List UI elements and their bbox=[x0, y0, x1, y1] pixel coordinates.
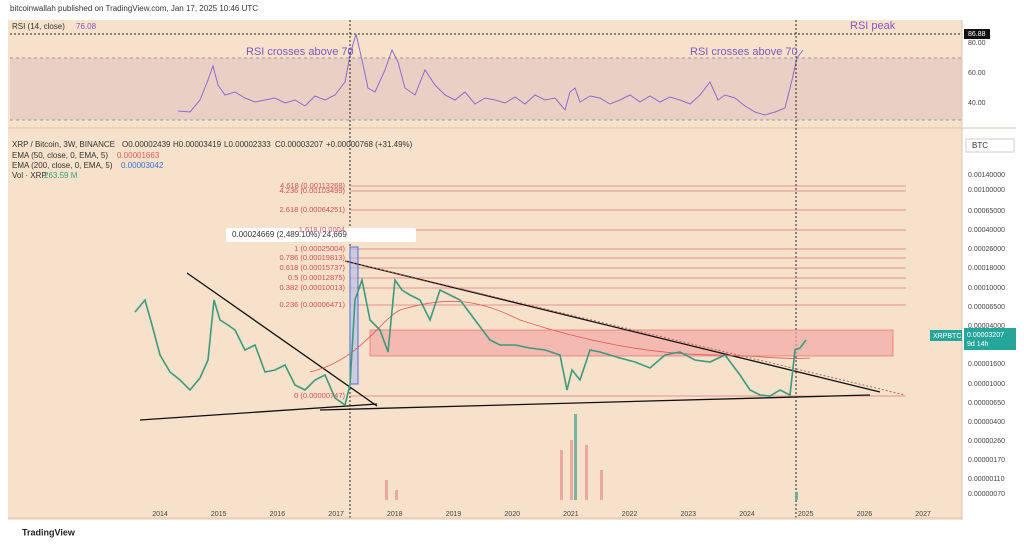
price-axis-label: 0.00001600 bbox=[968, 361, 1005, 368]
price-axis-label: 0.00040000 bbox=[968, 227, 1005, 234]
volume-bar bbox=[795, 492, 798, 500]
year-label: 2022 bbox=[622, 511, 638, 518]
tooltip: 0.00024669 (2,489.10%) 24,669 bbox=[232, 230, 347, 239]
year-label: 2023 bbox=[681, 511, 697, 518]
price-axis-label: 0.00140000 bbox=[968, 172, 1005, 179]
price-sketch bbox=[134, 276, 807, 407]
fib-label: 0.236 (0.00006471) bbox=[280, 300, 346, 309]
annotation: RSI crosses above 70 bbox=[690, 46, 798, 58]
ema-line bbox=[309, 300, 811, 373]
vol-value: 263.59 M bbox=[44, 171, 78, 180]
year-label: 2017 bbox=[328, 511, 344, 518]
year-label: 2015 bbox=[211, 511, 227, 518]
price-axis-label: 0.00000110 bbox=[968, 476, 1005, 483]
annotation: RSI crosses above 70 bbox=[246, 46, 354, 58]
price-axis-label: 0.00000260 bbox=[968, 438, 1005, 445]
currency-box bbox=[965, 138, 1015, 153]
open: O0.00002439 bbox=[122, 140, 171, 149]
price-axis-label: 0.00001000 bbox=[968, 381, 1005, 388]
currency: BTC bbox=[972, 141, 988, 150]
rsi-axis-label: 86.88 bbox=[968, 31, 986, 38]
price-axis-label: 0.00026000 bbox=[968, 246, 1005, 253]
price-axis-label: 0.00010000 bbox=[968, 285, 1005, 292]
price-axis-label: 0.00000400 bbox=[968, 419, 1005, 426]
year-label: 2027 bbox=[915, 511, 931, 518]
price-axis-label: 0.00065000 bbox=[968, 208, 1005, 215]
rsi-value: 76.08 bbox=[76, 22, 97, 31]
annotation: RSI peak bbox=[850, 20, 896, 32]
volume-bar bbox=[600, 470, 603, 500]
volume-bar bbox=[395, 490, 398, 500]
year-label: 2026 bbox=[857, 511, 873, 518]
vol-label: Vol · XRP bbox=[12, 171, 47, 180]
rsi-axis-label: 80.00 bbox=[968, 40, 986, 47]
trend-line bbox=[139, 403, 378, 421]
footer-brand: TradingView bbox=[22, 527, 76, 537]
year-label: 2021 bbox=[563, 511, 579, 518]
rsi-legend: RSI (14, close) bbox=[12, 22, 65, 31]
price-axis-label: 0.00000650 bbox=[968, 400, 1005, 407]
tag-time: 9d 14h bbox=[967, 341, 989, 348]
change: +0.00000768 (+31.49%) bbox=[326, 140, 413, 149]
fib-label: 0.382 (0.00010013) bbox=[280, 283, 346, 292]
fib-label: 0.786 (0.00019813) bbox=[280, 253, 346, 262]
volume-bar bbox=[385, 480, 388, 500]
volume-bar bbox=[570, 440, 573, 500]
year-label: 2024 bbox=[739, 511, 755, 518]
volume-bar bbox=[560, 450, 563, 500]
price-axis-label: 0.00000070 bbox=[968, 491, 1005, 498]
symbol: XRP / Bitcoin, 3W, BINANCE bbox=[12, 140, 115, 149]
rsi-axis-label: 60.00 bbox=[968, 70, 986, 77]
rsi-tag-box bbox=[964, 29, 990, 39]
volume-bar bbox=[574, 414, 577, 500]
rsi-line bbox=[177, 33, 804, 116]
fib-label: 2.618 (0.00064251) bbox=[280, 205, 346, 214]
fib-label: 4.618 (0.00113268) bbox=[280, 181, 345, 190]
close: C0.00003207 bbox=[275, 140, 324, 149]
tag-symbol-box bbox=[930, 330, 962, 341]
high: H0.00003419 bbox=[173, 140, 222, 149]
ema200-label: EMA (200, close, 0, EMA, 5) bbox=[12, 161, 113, 170]
range-box bbox=[369, 329, 894, 357]
price-axis-label: 0.00004000 bbox=[968, 323, 1005, 330]
year-label: 2019 bbox=[446, 511, 462, 518]
tag-price: 0.00003207 bbox=[967, 332, 1004, 339]
tag-price-box bbox=[964, 328, 1016, 350]
price-axis-label: 0.00006500 bbox=[968, 304, 1005, 311]
fib-label: 1 (0.00025004) bbox=[294, 244, 345, 253]
tooltip-box bbox=[226, 228, 416, 242]
year-label: 2018 bbox=[387, 511, 403, 518]
rsi-axis-label: 40.00 bbox=[968, 100, 986, 107]
tag-symbol: XRPBTC bbox=[933, 333, 961, 340]
trend-line bbox=[186, 272, 378, 407]
rsi-band bbox=[10, 58, 962, 120]
ema50-label: EMA (50, close, 0, EMA, 5) bbox=[12, 151, 108, 160]
fib-label: 0.5 (0.00012875) bbox=[288, 273, 346, 282]
year-label: 2020 bbox=[504, 511, 520, 518]
fib-label: 0 (0.00000747) bbox=[294, 391, 345, 400]
price-axis-label: 0.00018000 bbox=[968, 265, 1005, 272]
low: L0.00002333 bbox=[224, 140, 271, 149]
ema50-value: 0.00001663 bbox=[117, 151, 160, 160]
trend-line bbox=[319, 394, 871, 411]
fib-label: 0.618 (0.00015737) bbox=[280, 263, 346, 272]
year-label: 2025 bbox=[798, 511, 814, 518]
publisher: bitcoinwallah published on TradingView.c… bbox=[10, 4, 258, 13]
year-label: 2014 bbox=[152, 511, 168, 518]
fib-label: 4.236 (0.00103499) bbox=[280, 186, 346, 195]
fib-label: 1.618 (0.0004 bbox=[299, 225, 345, 234]
year-label: 2016 bbox=[270, 511, 286, 518]
trend-line bbox=[344, 260, 881, 393]
volume-bar bbox=[585, 445, 588, 500]
price-axis-label: 0.00000170 bbox=[968, 457, 1005, 464]
ema200-value: 0.00003042 bbox=[121, 161, 164, 170]
price-axis-label: 0.00100000 bbox=[968, 187, 1005, 194]
